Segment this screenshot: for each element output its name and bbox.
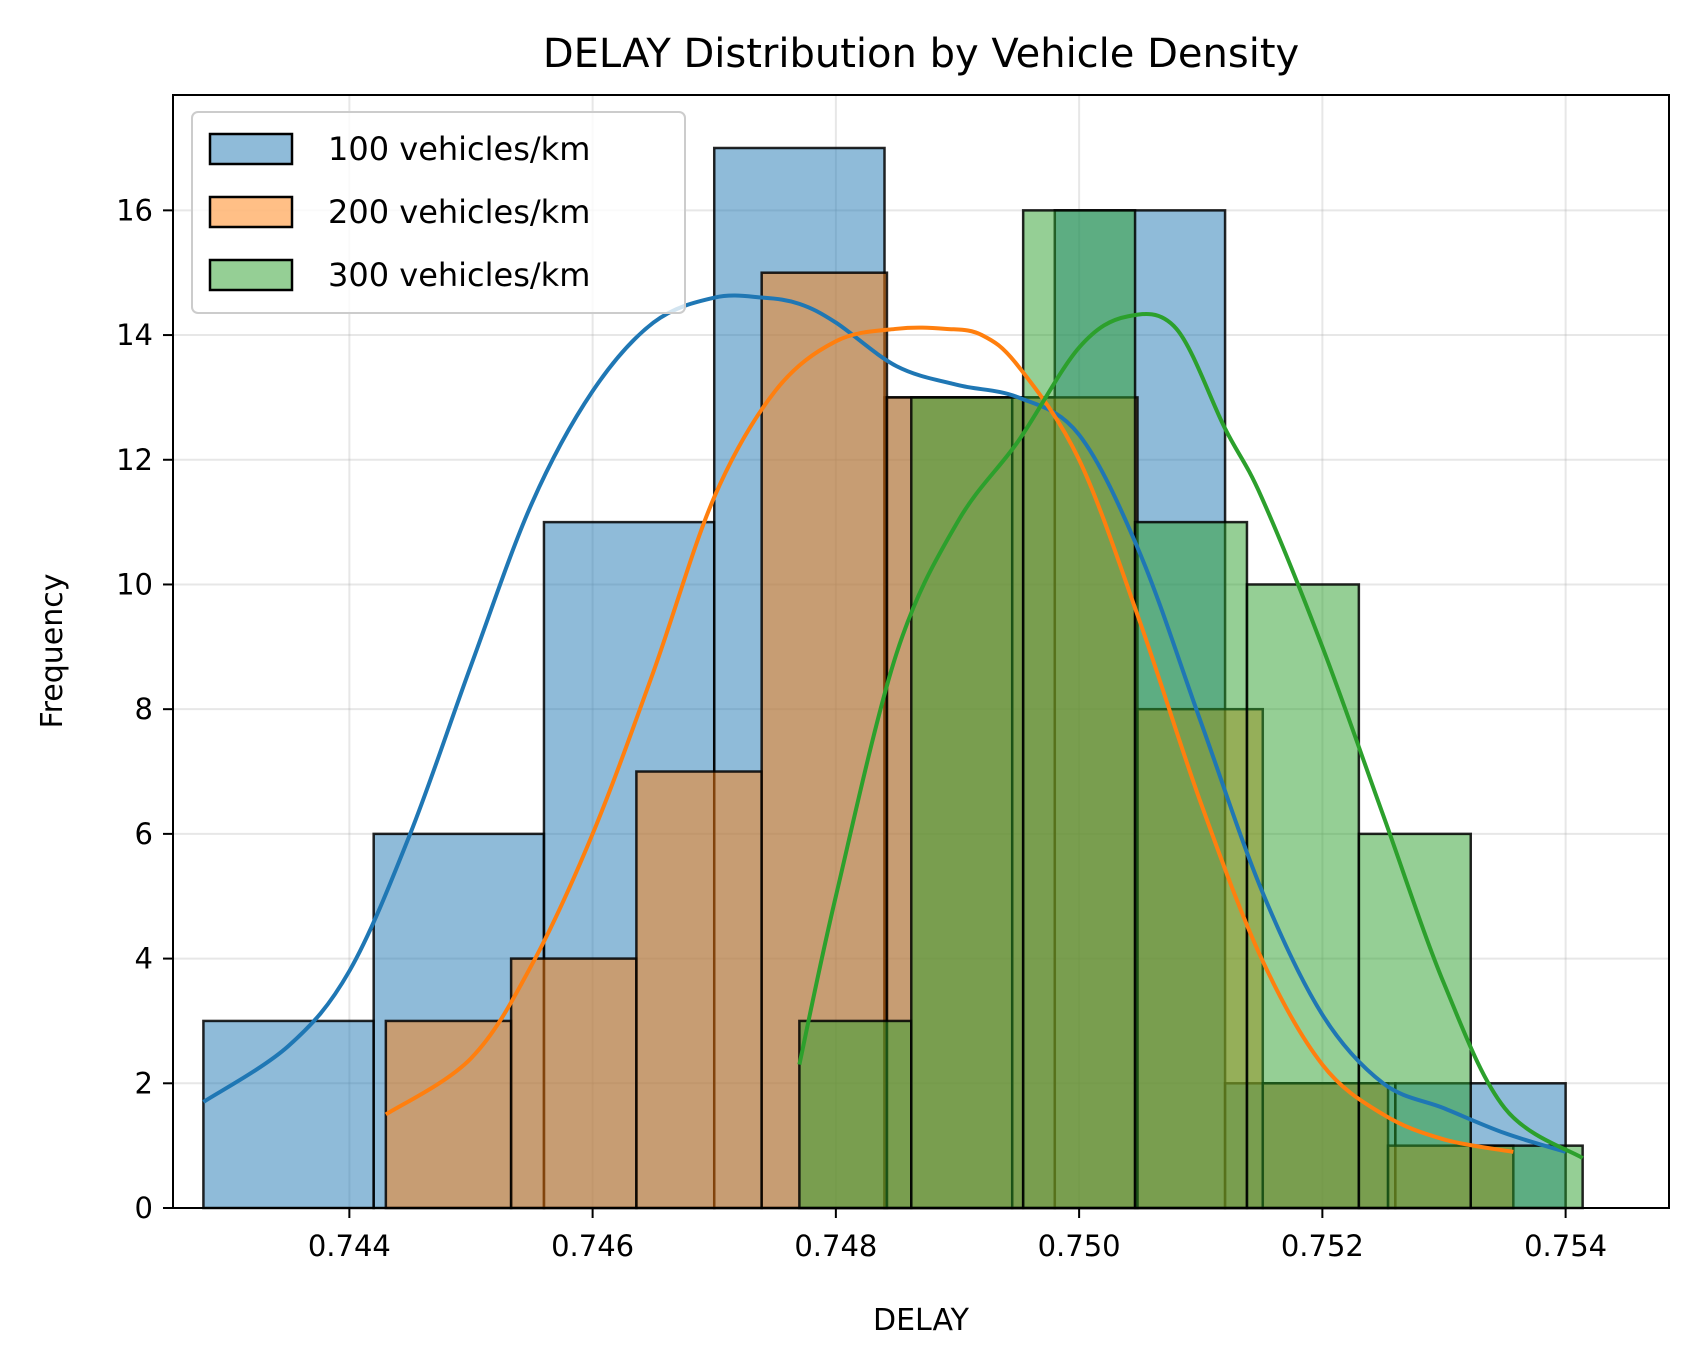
histogram-bar — [1021, 209, 1137, 1210]
kde-line-series-2 — [384, 325, 1514, 1154]
legend-box — [191, 111, 686, 314]
y-tick-label: 2 — [135, 1066, 153, 1100]
histogram-bar — [910, 396, 1025, 1210]
y-tick-label: 14 — [116, 318, 153, 352]
histogram-bar — [509, 957, 638, 1210]
plot-frame — [172, 94, 1670, 1209]
ticks-layer: 0.744 0.746 0.748 0.750 0.752 0.754 0 2 4 6 8 10 12 1… — [116, 193, 1607, 1263]
x-tick-label: 0.748 — [794, 1229, 877, 1263]
legend-item-1: 100 vehicles/km — [208, 130, 590, 168]
y-tick-label: 4 — [135, 942, 153, 976]
histogram-bar — [1133, 520, 1249, 1210]
kde-line-series-3 — [797, 311, 1584, 1160]
y-tick-label: 10 — [116, 567, 153, 601]
x-tick-label: 0.754 — [1524, 1229, 1607, 1263]
x-tick-label: 0.750 — [1038, 1229, 1121, 1263]
histogram-bar — [384, 1019, 513, 1210]
x-axis-label: DELAY — [873, 1303, 970, 1338]
chart-title: DELAY Distribution by Vehicle Density — [543, 31, 1299, 77]
histogram-bar — [202, 1019, 375, 1210]
legend-label: 300 vehicles/km — [328, 256, 590, 294]
y-tick-label: 12 — [116, 443, 153, 477]
y-tick-label: 0 — [135, 1191, 153, 1225]
legend-item-2: 200 vehicles/km — [208, 193, 590, 231]
legend-item-3: 300 vehicles/km — [208, 256, 590, 294]
bars-layer — [202, 146, 1584, 1210]
y-axis-label: Frequency — [35, 574, 70, 729]
legend: 100 vehicles/km 200 vehicles/km 300 vehicl… — [191, 111, 686, 314]
y-tick-label: 6 — [135, 817, 153, 851]
histogram-bar — [635, 770, 763, 1210]
legend-swatch — [208, 195, 294, 229]
histogram-bar — [798, 1019, 913, 1210]
y-tick-label: 16 — [116, 193, 153, 227]
histogram-bar — [1357, 832, 1472, 1210]
histogram-bar — [1469, 1144, 1584, 1210]
kde-layer — [202, 293, 1584, 1160]
y-tick-label: 8 — [135, 692, 153, 726]
x-tick-label: 0.744 — [308, 1229, 391, 1263]
legend-label: 100 vehicles/km — [328, 130, 590, 168]
legend-swatch — [208, 132, 294, 166]
legend-label: 200 vehicles/km — [328, 193, 590, 231]
legend-swatch — [208, 258, 294, 292]
x-tick-label: 0.752 — [1281, 1229, 1364, 1263]
x-tick-label: 0.746 — [551, 1229, 634, 1263]
